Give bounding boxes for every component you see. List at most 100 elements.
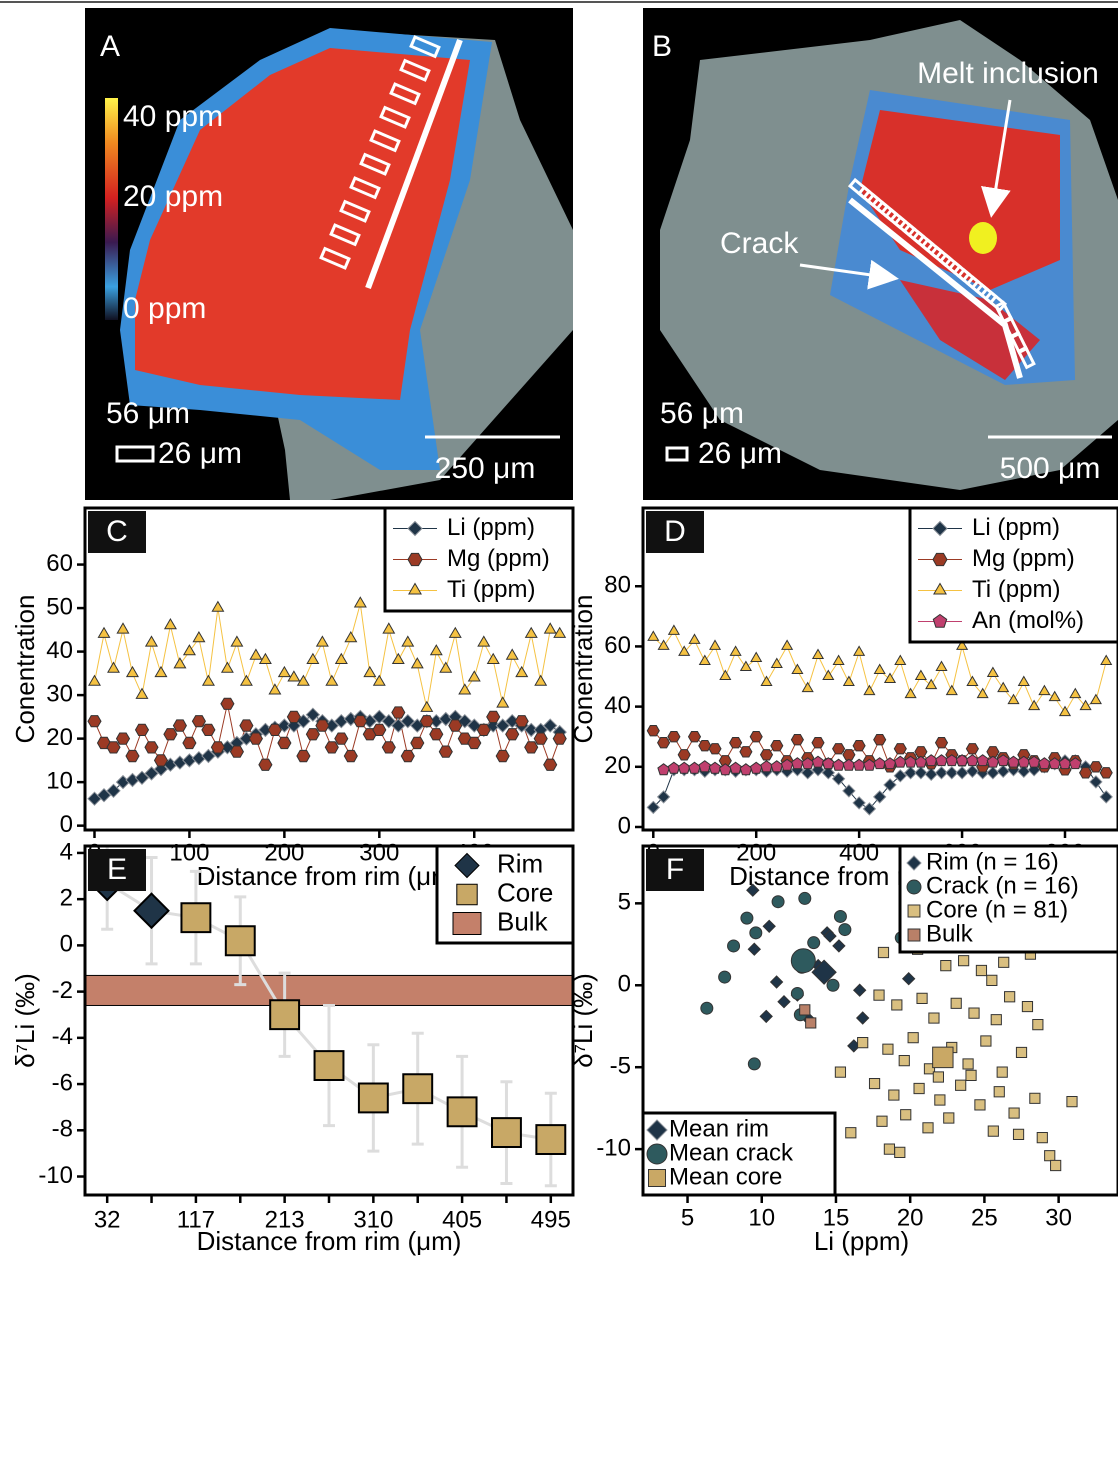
- marker: [506, 729, 519, 740]
- marker: [222, 663, 233, 673]
- marker: [751, 653, 761, 662]
- marker: [839, 924, 851, 936]
- marker: [869, 1078, 879, 1088]
- marker: [1009, 1108, 1019, 1118]
- marker: [192, 716, 205, 727]
- spot-size: 26 μm: [158, 437, 242, 470]
- marker: [748, 1058, 760, 1070]
- marker: [914, 1083, 924, 1093]
- marker: [1101, 656, 1111, 665]
- marker: [240, 720, 253, 731]
- marker: [944, 1113, 954, 1123]
- marker: [355, 597, 366, 607]
- marker: [878, 947, 888, 957]
- y-axis-label: δ⁷Li (‰): [10, 973, 40, 1068]
- marker: [846, 1128, 856, 1138]
- y-axis-label: Conentration: [10, 595, 40, 744]
- legend-marker: [457, 884, 477, 904]
- marker: [89, 676, 100, 686]
- marker: [259, 759, 272, 770]
- legend-marker: [649, 1170, 666, 1187]
- marker: [315, 1051, 344, 1080]
- marker: [936, 738, 948, 748]
- colorbar-label: 40 ppm: [123, 100, 223, 133]
- marker: [741, 912, 753, 924]
- marker: [792, 758, 803, 769]
- marker: [230, 746, 243, 757]
- marker: [730, 738, 742, 748]
- marker: [553, 733, 566, 744]
- marker: [709, 744, 721, 754]
- marker: [994, 1087, 1004, 1097]
- marker: [799, 892, 811, 904]
- marker: [487, 711, 500, 722]
- marker: [808, 937, 820, 949]
- marker: [988, 1126, 998, 1136]
- marker: [987, 975, 997, 985]
- y-tick-label: 0: [618, 812, 631, 839]
- marker: [885, 674, 895, 683]
- marker: [250, 649, 261, 659]
- marker: [1090, 776, 1102, 788]
- marker: [833, 744, 845, 754]
- legend-label: Mean core: [669, 1163, 782, 1190]
- marker: [889, 1090, 899, 1100]
- marker: [146, 636, 157, 646]
- marker: [812, 738, 824, 748]
- colorbar-label: 0 ppm: [123, 292, 206, 325]
- marker: [750, 732, 762, 742]
- marker: [678, 750, 690, 760]
- melt-inclusion: [969, 222, 997, 254]
- marker: [791, 987, 803, 999]
- marker: [269, 684, 280, 694]
- marker: [925, 768, 937, 780]
- marker: [933, 1047, 953, 1067]
- marker: [720, 671, 730, 680]
- marker: [373, 724, 386, 735]
- marker: [987, 747, 999, 757]
- marker: [515, 716, 528, 727]
- marker: [647, 726, 659, 736]
- panel-a: A 40 ppm 20 ppm 0 ppm 56 μm 26 μm 250 μm: [85, 8, 573, 500]
- marker: [497, 697, 508, 707]
- x-tick-label: 32: [94, 1206, 121, 1233]
- x-tick-label: 10: [748, 1204, 775, 1231]
- marker: [181, 903, 210, 932]
- marker: [392, 707, 405, 718]
- marker: [1091, 695, 1101, 704]
- y-tick-label: -10: [38, 1162, 73, 1189]
- marker: [268, 724, 281, 735]
- marker: [915, 747, 927, 757]
- marker: [976, 965, 986, 975]
- marker: [966, 744, 978, 754]
- marker: [903, 973, 915, 985]
- y-tick-label: 60: [46, 550, 73, 577]
- marker: [834, 910, 846, 922]
- marker: [477, 724, 490, 735]
- marker: [854, 984, 866, 996]
- marker: [1016, 1047, 1026, 1057]
- legend-marker: [408, 553, 422, 565]
- y-tick-label: 40: [46, 637, 73, 664]
- marker: [730, 646, 740, 655]
- marker: [297, 750, 310, 761]
- marker: [778, 996, 790, 1008]
- legend-label: Bulk: [926, 920, 974, 947]
- y-tick-label: -10: [596, 1134, 631, 1161]
- legend-label: An (mol%): [972, 607, 1084, 634]
- marker: [507, 649, 518, 659]
- marker: [1019, 677, 1029, 686]
- marker: [335, 733, 348, 744]
- figure: A 40 ppm 20 ppm 0 ppm 56 μm 26 μm 250 μm…: [0, 0, 1118, 1468]
- marker: [411, 737, 424, 748]
- series-line: [95, 604, 560, 709]
- marker: [800, 1005, 810, 1015]
- marker: [751, 762, 762, 773]
- legend-label: Ti (ppm): [447, 576, 535, 603]
- marker: [354, 716, 367, 727]
- marker: [1037, 1133, 1047, 1143]
- marker: [279, 667, 290, 677]
- marker: [544, 759, 557, 770]
- marker: [136, 724, 149, 735]
- marker: [488, 654, 499, 664]
